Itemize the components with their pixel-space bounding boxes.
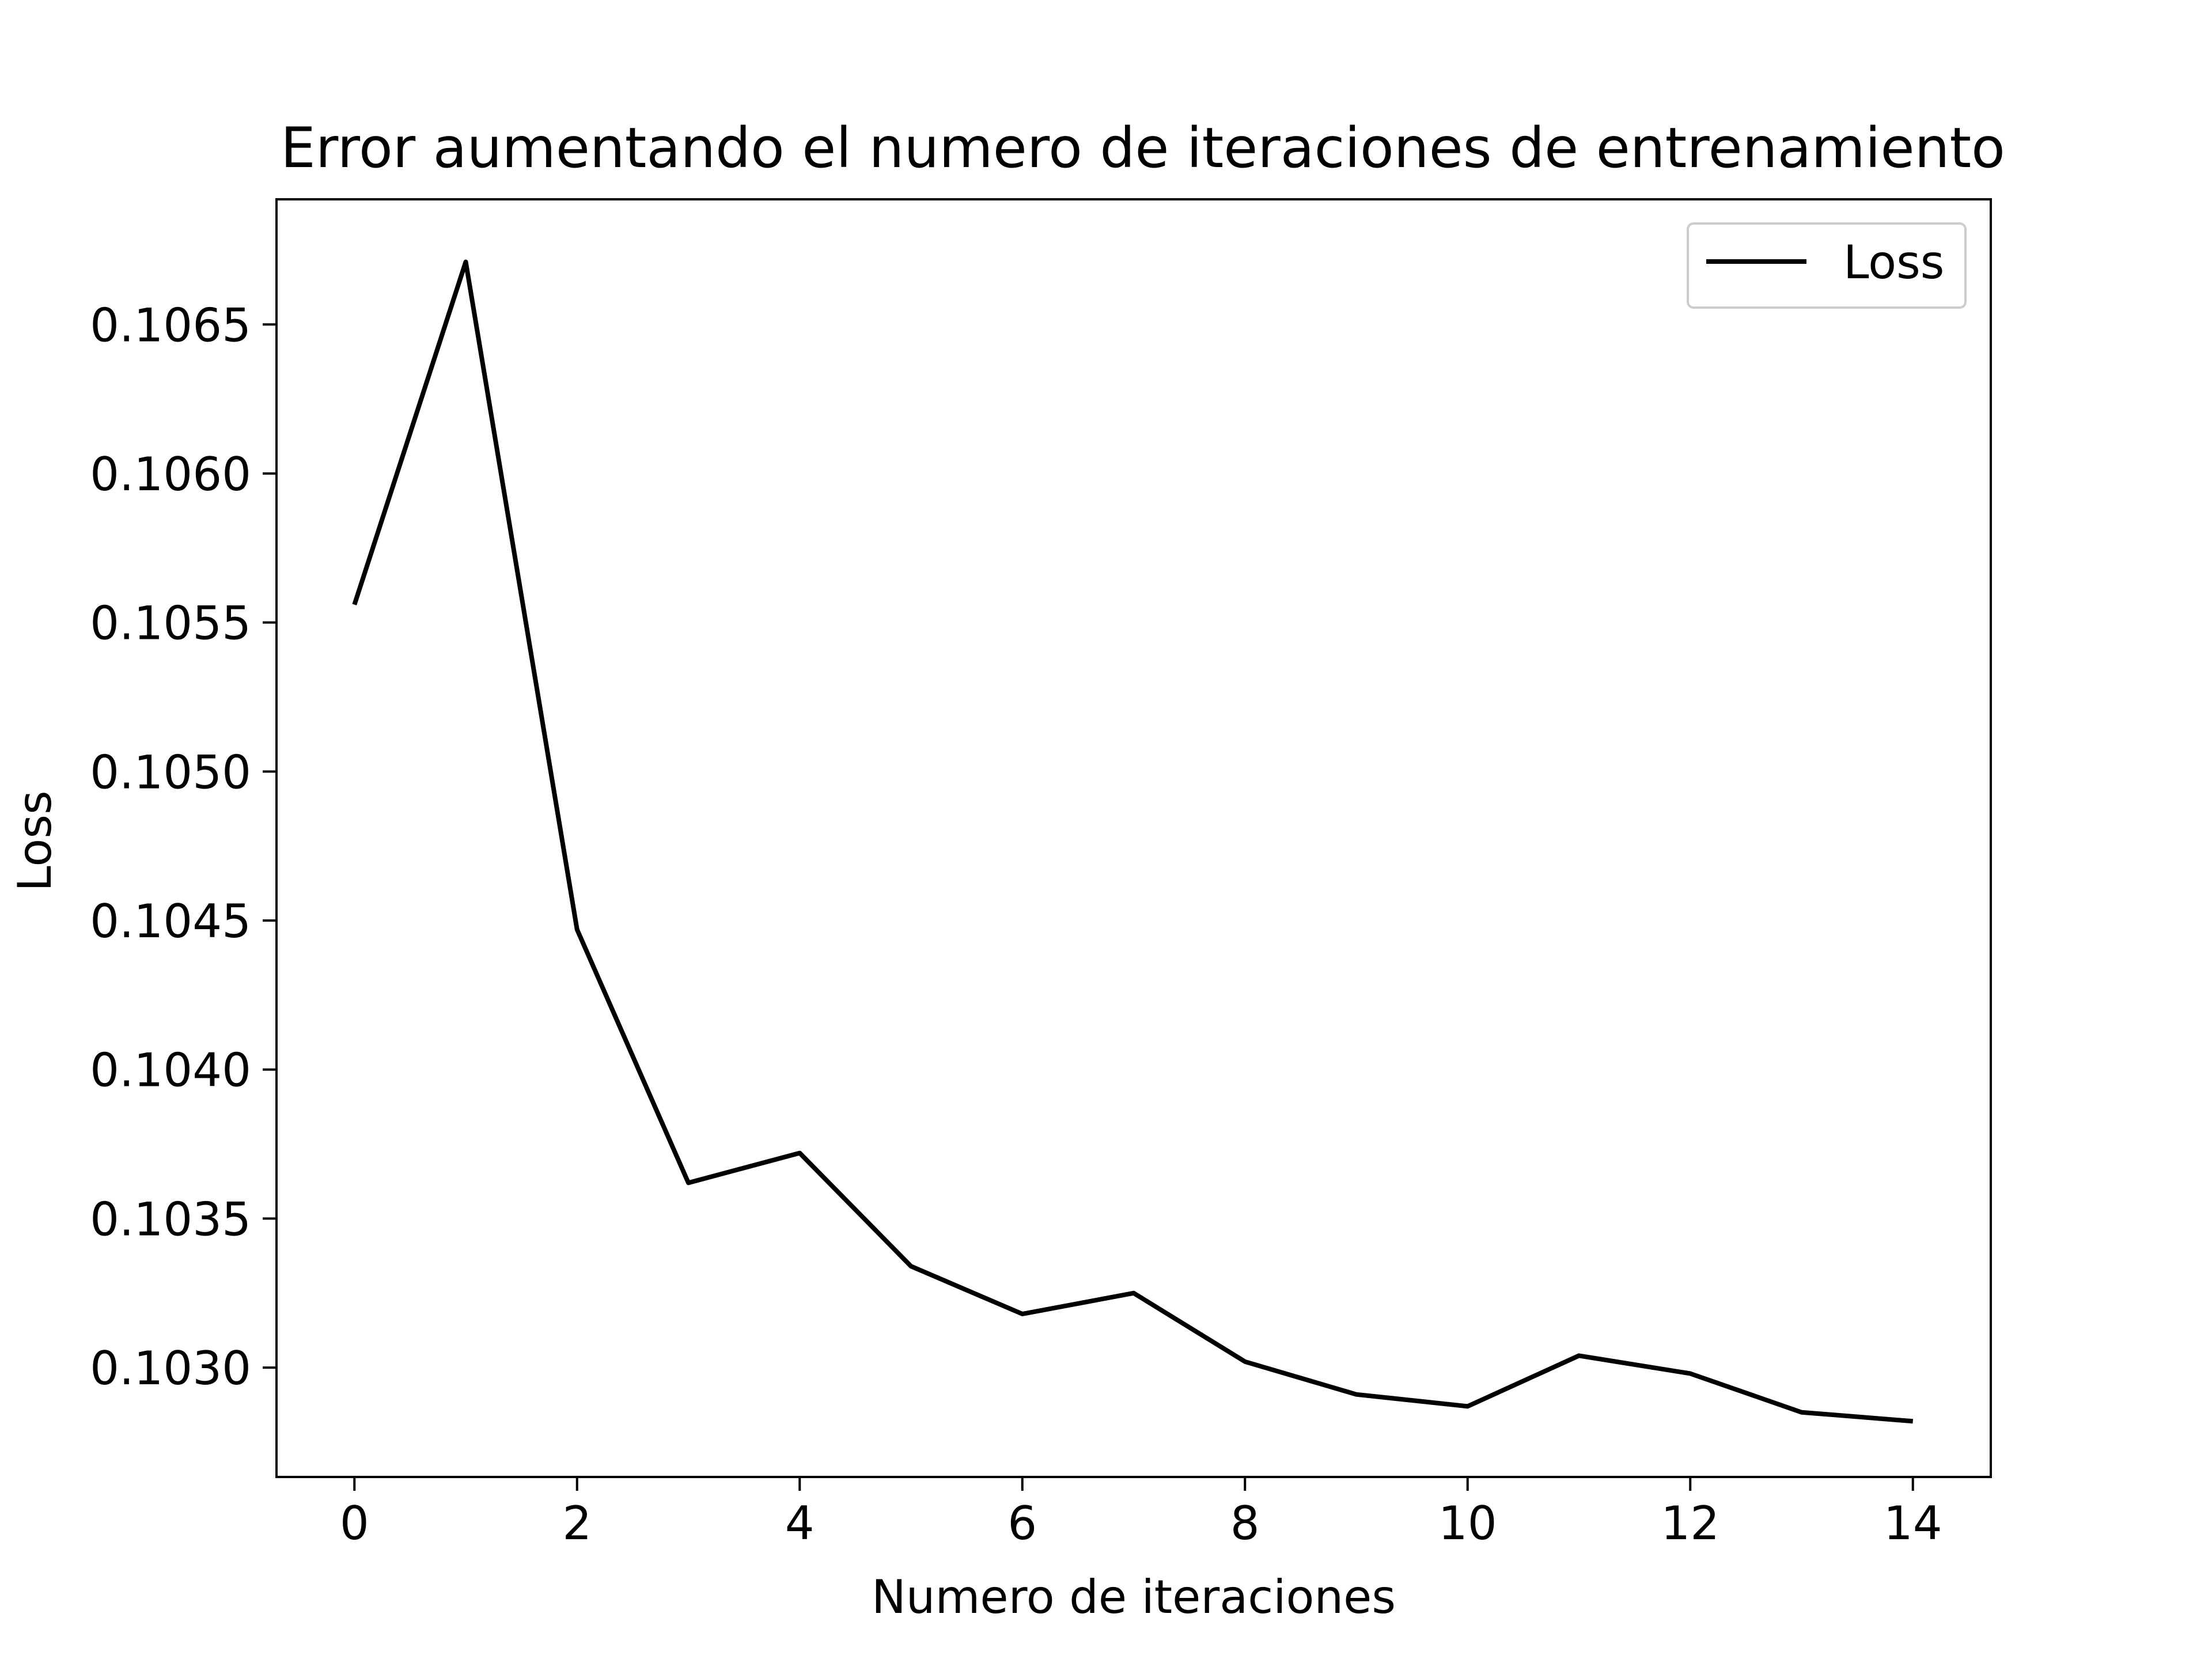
x-tick-label: 2 (562, 1497, 592, 1550)
legend-label: Loss (1843, 236, 1944, 289)
x-tick-label: 14 (1884, 1497, 1942, 1550)
y-tick-label: 0.1040 (90, 1044, 251, 1097)
y-tick-label: 0.1060 (90, 448, 251, 501)
x-axis-label: Numero de iteraciones (872, 1570, 1396, 1624)
plot-area-frame (275, 198, 1992, 1478)
y-tick-label: 0.1055 (90, 597, 251, 650)
x-tick-label: 10 (1438, 1497, 1497, 1550)
y-tick-label: 0.1030 (90, 1342, 251, 1395)
y-tick-label: 0.1065 (90, 298, 251, 352)
y-tick-label: 0.1045 (90, 895, 251, 948)
series-line-0 (352, 259, 1914, 1424)
legend: Loss (1687, 222, 1967, 309)
chart-title: Error aumentando el numero de iteracione… (281, 116, 2005, 180)
y-tick-label: 0.1050 (90, 745, 251, 799)
x-ticks: 0 2 4 6 8 10 12 14 (340, 1477, 1942, 1550)
x-tick-label: 8 (1230, 1497, 1260, 1550)
x-tick-label: 12 (1661, 1497, 1719, 1550)
y-ticks: 0.1030 0.1035 0.1040 0.1045 0.1050 0.1055 0.10… (90, 298, 276, 1395)
legend-box (1687, 222, 1967, 309)
x-tick-label: 0 (340, 1497, 369, 1550)
y-axis-label: Loss (8, 790, 62, 891)
y-tick-label: 0.1035 (90, 1192, 251, 1246)
x-tick-label: 4 (785, 1497, 815, 1550)
x-tick-label: 6 (1007, 1497, 1037, 1550)
series-group (352, 259, 1914, 1424)
